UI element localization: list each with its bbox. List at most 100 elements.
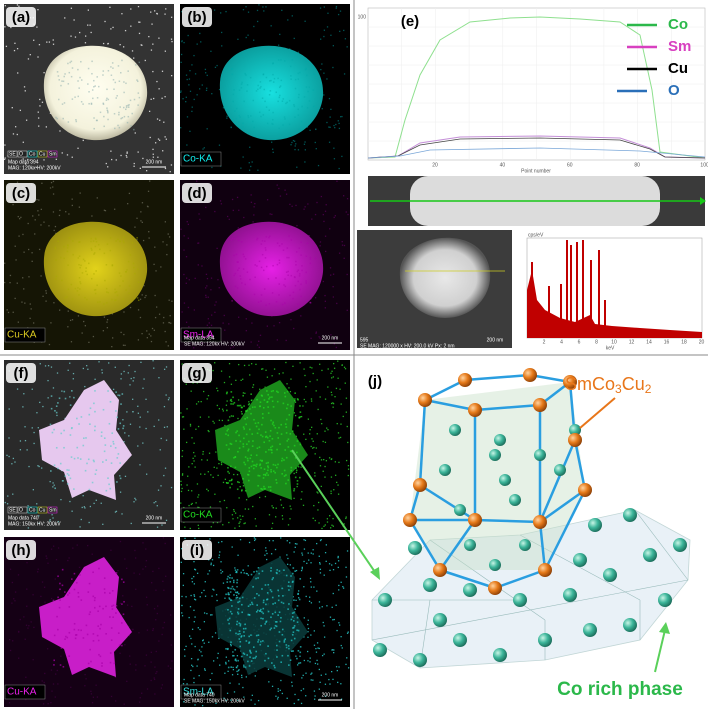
noise [81,506,83,509]
noise [107,166,109,168]
speckle [239,440,242,443]
speckle [261,97,264,99]
speckle [299,411,302,413]
noise [186,144,188,146]
chip [27,150,38,158]
speckle [247,660,249,663]
speckle [243,461,245,464]
speckle [106,107,108,109]
speckle [310,297,312,300]
noise [292,596,294,598]
noise [229,347,232,349]
speckle [282,249,285,251]
noise [137,412,140,414]
noise [162,241,164,243]
speckle [271,423,274,425]
noise [258,4,260,6]
noise [185,383,187,385]
noise [337,681,339,684]
speckle [247,114,249,117]
speckle [308,86,311,89]
noise [187,475,189,477]
speckle [267,583,270,586]
speckle [54,409,56,412]
noise [346,425,348,428]
noise [329,228,331,230]
label-box [182,363,212,383]
noise [192,457,194,459]
noise [168,299,170,301]
speckle [243,437,245,440]
noise [314,472,316,474]
noise [40,275,42,277]
speckle [265,106,268,108]
speckle [122,427,124,430]
phase-label: Co rich phase [557,679,683,700]
speckle [278,570,281,572]
noise [164,542,166,545]
noise [84,325,87,327]
noise [153,263,155,266]
speckle [270,567,272,569]
noise [191,581,194,583]
noise [242,8,245,11]
speckle [236,591,238,594]
noise [340,581,342,583]
noise [211,314,213,316]
noise [309,429,311,431]
noise [185,282,187,284]
speckle [260,467,262,469]
noise [71,156,73,158]
noise [201,84,203,86]
noise [231,514,234,516]
speckle [284,285,287,288]
noise [327,429,329,431]
speckle [237,269,239,271]
noise [240,379,242,382]
noise [286,563,289,565]
noise [324,524,326,526]
speckle [292,297,294,300]
speckle [228,622,230,625]
speckle [78,277,81,279]
atom-co [378,593,392,607]
noise [220,12,222,14]
noise [272,507,275,509]
noise [304,20,306,22]
noise [242,156,244,158]
speckle [272,123,274,126]
speckle [281,628,284,631]
speckle [256,609,259,612]
noise [205,296,207,298]
noise [191,628,194,630]
speckle [246,443,248,445]
noise [196,665,198,667]
noise [52,186,54,188]
speckle [239,645,241,648]
noise [323,29,326,31]
noise [70,35,72,37]
speckle [107,110,109,113]
noise [186,221,188,223]
speckle [257,639,260,641]
speckle [285,102,287,105]
speckle [239,640,242,643]
speckle [234,272,237,275]
speckle [239,597,241,600]
speckle [62,665,65,668]
noise [159,119,161,121]
speckle [247,449,249,452]
noise [257,169,259,171]
speckle [251,601,253,604]
noise [333,158,336,160]
noise [298,699,300,701]
speckle [269,489,272,492]
noise [137,309,140,311]
noise [194,537,196,539]
noise [198,674,200,677]
speckle [230,239,233,241]
noise [181,604,183,607]
speckle [128,285,131,287]
spectrum-peak [582,240,584,338]
speckle [294,457,297,459]
